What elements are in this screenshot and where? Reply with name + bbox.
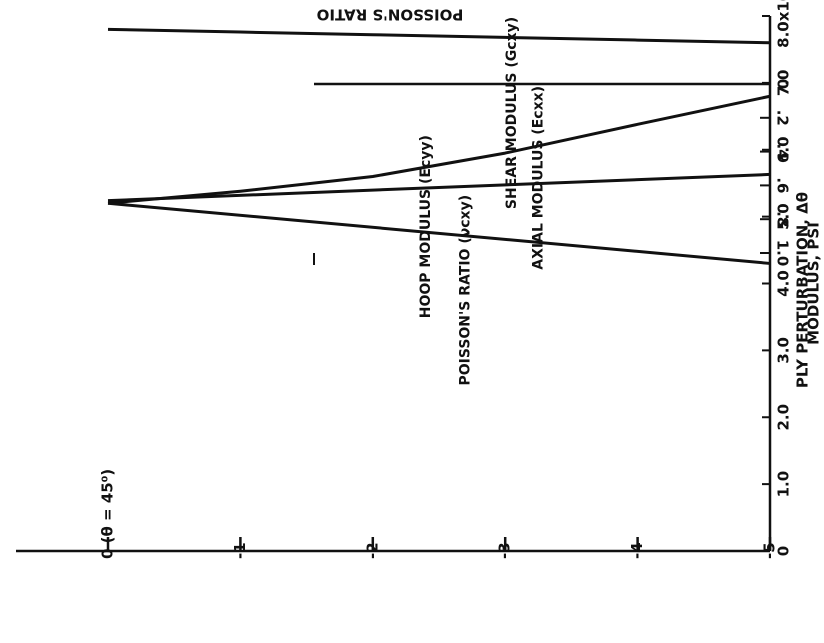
modulus-axis-title: MODULUS, PSI bbox=[805, 222, 823, 345]
modulus-tick-label: 2.0 bbox=[775, 404, 793, 431]
plot-area bbox=[16, 15, 772, 553]
poisson-tick-label: .6 bbox=[774, 177, 792, 193]
series-label-2: HOOP MODULUS (Ecyy) bbox=[418, 135, 434, 318]
perturbation-tick-label: -4 bbox=[628, 542, 646, 559]
series-label-0: SHEAR MODULUS (Gcxy) bbox=[504, 17, 520, 209]
modulus-tick-label: 0 bbox=[775, 546, 793, 556]
modulus-tick-label: 4.0 bbox=[775, 270, 793, 297]
perturbation-tick-label: -2 bbox=[363, 542, 381, 559]
perturbation-tick-label: -5 bbox=[761, 542, 779, 559]
perturbation-tick-label: -1 bbox=[231, 542, 249, 559]
series-line-3 bbox=[107, 172, 771, 203]
poisson-tick-label: 0 bbox=[774, 79, 792, 89]
perturbation-tick-label: 0 (θ = 45⁰) bbox=[99, 469, 117, 559]
poisson-tick-label: .2 bbox=[774, 110, 792, 126]
poisson-axis-title: POISSON'S RATIO bbox=[317, 6, 464, 24]
poisson-tick-label: .8 bbox=[774, 211, 792, 227]
perturbation-axis-title: PLY PERTURBATION, Δθ bbox=[794, 192, 812, 388]
modulus-tick-label: 3.0 bbox=[775, 337, 793, 364]
modulus-tick-label: 6.0 bbox=[775, 136, 793, 163]
poisson-tick-label: 1.0 bbox=[774, 240, 792, 267]
modulus-tick-label: 8.0x10⁶ bbox=[775, 0, 793, 48]
modulus-tick-label: 1.0 bbox=[775, 471, 793, 498]
poisson-tick-label: .4 bbox=[774, 144, 792, 160]
series-line-0 bbox=[107, 27, 771, 45]
perturbation-tick-label: -3 bbox=[496, 542, 514, 559]
series-label-1: AXIAL MODULUS (Ecxx) bbox=[530, 86, 546, 270]
series-line-1 bbox=[107, 94, 771, 205]
series-label-3: POISSON'S RATIO (νcxy) bbox=[457, 195, 473, 386]
modulus-tick-label: 5.0 bbox=[775, 203, 793, 230]
modulus-tick-label: 7.0 bbox=[775, 70, 793, 97]
series-line-2 bbox=[107, 201, 771, 265]
